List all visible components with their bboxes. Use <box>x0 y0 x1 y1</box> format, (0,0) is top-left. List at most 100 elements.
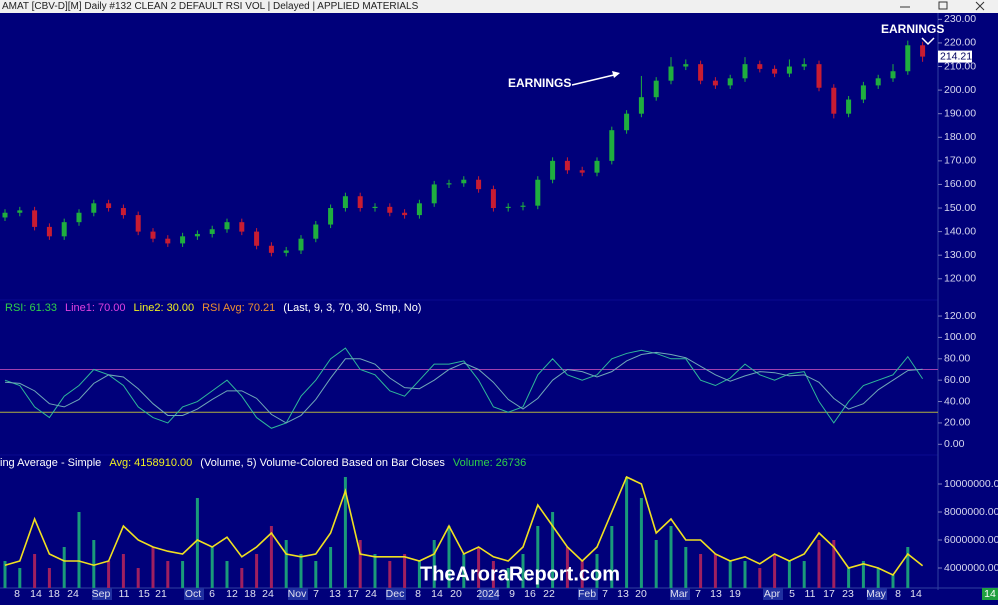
indicator-label: RSI Avg: 70.21 <box>202 302 275 314</box>
indicator-label: Line2: 30.00 <box>134 302 195 314</box>
volume-bar <box>610 526 614 588</box>
x-tick-label: Nov <box>288 588 307 600</box>
indicator-label: Avg: 4158910.00 <box>109 457 192 469</box>
last-price-box <box>938 50 972 63</box>
window-title: AMAT [CBV-D][M] Daily #132 CLEAN 2 DEFAU… <box>2 1 419 12</box>
x-tick-label: 18 <box>244 588 256 600</box>
x-tick-label: 13 <box>617 588 629 600</box>
candle-body <box>905 45 911 72</box>
x-tick-label: 7 <box>602 588 608 600</box>
indicator-label: Volume: 26736 <box>453 457 526 469</box>
volume-bar <box>491 561 495 588</box>
candle-body <box>416 203 422 216</box>
volume-bar <box>595 554 599 588</box>
x-tick-label: 20 <box>450 588 462 600</box>
x-tick-label: 12 <box>226 588 238 600</box>
candle-body <box>594 160 600 173</box>
volume-bar <box>195 497 199 588</box>
candle-body <box>727 78 733 86</box>
candle-body <box>32 210 38 227</box>
candle-body <box>890 71 896 79</box>
y-tick-label: 160.00 <box>944 178 976 190</box>
x-tick-label: 24 <box>262 588 274 600</box>
x-tick-label: 15 <box>138 588 150 600</box>
maximize-button[interactable] <box>938 1 948 10</box>
candle-body <box>431 184 437 204</box>
x-tick-label: 13 <box>710 588 722 600</box>
y-tick-label: 6000000.00 <box>944 534 998 546</box>
candle-body <box>446 183 452 185</box>
candle-body <box>120 208 126 216</box>
volume-bar <box>136 568 140 588</box>
y-tick-label: 140.00 <box>944 225 976 237</box>
candle-body <box>698 64 704 81</box>
candle-body <box>91 203 97 213</box>
last-price-label: 214.21 <box>940 50 972 62</box>
volume-bar <box>299 554 303 588</box>
candle-body <box>742 64 748 79</box>
volume-bar <box>403 554 407 588</box>
indicator-label: ing Average - Simple <box>0 457 101 469</box>
volume-bar <box>92 540 96 588</box>
month-marker <box>184 588 204 600</box>
x-tick-label: 17 <box>347 588 359 600</box>
volume-bar <box>728 561 732 588</box>
y-tick-label: 40.00 <box>944 395 970 407</box>
volume-bar <box>654 540 658 588</box>
candle-body <box>564 160 570 171</box>
candle-body <box>624 113 630 131</box>
volume-bar <box>358 540 362 588</box>
candle-body <box>46 226 52 237</box>
volume-bar <box>876 568 880 588</box>
x-tick-label: Feb <box>578 588 596 600</box>
candle-body <box>801 64 807 67</box>
volume-bar <box>33 554 37 588</box>
x-tick-label: May <box>866 588 887 600</box>
y-tick-label: 80.00 <box>944 353 970 365</box>
annotation: EARNINGS <box>508 76 571 90</box>
candle-body <box>224 222 230 230</box>
volume-bar <box>447 526 451 588</box>
candle-body <box>61 222 67 237</box>
candle-body <box>387 206 393 213</box>
candle-body <box>150 231 156 239</box>
y-tick-label: 100.00 <box>944 331 976 343</box>
volume-bar <box>832 540 836 588</box>
volume-bar <box>121 554 125 588</box>
volume-bar <box>417 561 421 588</box>
month-marker <box>867 588 887 600</box>
annotation-arrow-head <box>612 71 620 78</box>
volume-bar <box>565 547 569 588</box>
volume-bar <box>669 526 673 588</box>
volume-bar <box>225 561 229 588</box>
volume-bar <box>847 568 851 588</box>
volume-bar <box>373 554 377 588</box>
candle-body <box>76 212 82 223</box>
candle-body <box>920 45 926 57</box>
x-tick-label: 21 <box>155 588 167 600</box>
x-tick-label: 14 <box>30 588 42 600</box>
y-tick-label: 230.00 <box>944 13 976 25</box>
x-tick-label: Oct <box>185 588 201 600</box>
close-button[interactable] <box>975 1 985 11</box>
volume-bar <box>758 568 762 588</box>
indicator-line <box>4 351 923 424</box>
volume-bar <box>536 526 540 588</box>
candle-body <box>653 80 659 98</box>
volume-bar <box>699 554 703 588</box>
volume-bar <box>240 568 244 588</box>
x-tick-label: 7 <box>313 588 319 600</box>
x-tick-label: 8 <box>14 588 20 600</box>
volume-bar <box>329 547 333 588</box>
volume-bar <box>47 568 51 588</box>
panel <box>3 475 924 588</box>
candle-body <box>875 78 881 86</box>
candle-body <box>254 231 260 246</box>
y-tick-label: 120.00 <box>944 273 976 285</box>
x-tick-label: 16 <box>524 588 536 600</box>
volume-bar <box>743 561 747 588</box>
month-marker <box>479 588 499 600</box>
volume-bar <box>18 568 22 588</box>
y-tick-label: 60.00 <box>944 374 970 386</box>
volume-bar <box>181 561 185 588</box>
